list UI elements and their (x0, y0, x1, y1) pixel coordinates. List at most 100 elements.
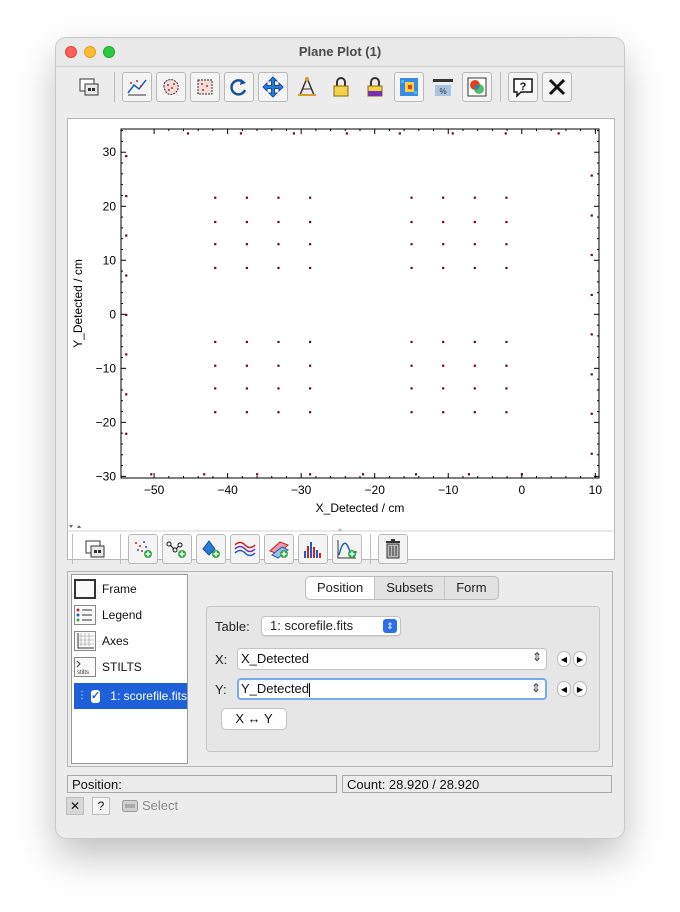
data-point (361, 473, 365, 476)
data-point (214, 364, 217, 367)
axis-lock-button[interactable] (122, 72, 152, 102)
data-point (442, 340, 445, 344)
add-line-layer-button[interactable] (162, 534, 192, 564)
subset-box-button[interactable] (190, 72, 220, 102)
data-point (467, 473, 471, 476)
data-point (410, 387, 413, 390)
layer-item-label: Frame (102, 582, 137, 596)
y-prev-button[interactable]: ◀ (557, 681, 571, 697)
data-point (308, 340, 312, 344)
pan-zoom-button[interactable] (258, 72, 288, 102)
data-point (473, 220, 476, 224)
density-color-button[interactable] (394, 72, 424, 102)
window-maximize-button[interactable] (103, 46, 115, 58)
chevron-updown-icon[interactable]: ⇕ (531, 650, 542, 664)
swap-xy-button[interactable]: X ↔ Y (221, 708, 287, 730)
data-point (150, 473, 153, 476)
tab-position[interactable]: Position (306, 577, 376, 599)
legend-button[interactable]: % (428, 72, 458, 102)
data-point (442, 387, 445, 390)
svg-text:%: % (439, 87, 446, 96)
window-close-button[interactable] (65, 46, 77, 58)
scatter-plot[interactable]: −50 −40 −30 −20 −10 0 10 −30 −20 −10 0 10 20 30 X_Dete… (68, 119, 614, 559)
legend-icon (74, 605, 96, 625)
layer-visible-checkbox[interactable]: ✓ (91, 689, 101, 703)
data-point (245, 196, 248, 199)
grid-button[interactable] (292, 72, 322, 102)
replot-button[interactable] (224, 72, 254, 102)
x-prev-button[interactable]: ◀ (557, 651, 571, 667)
prev-icon: ◀ (560, 685, 568, 694)
position-readout: Position: (67, 775, 337, 793)
plot-frame (120, 128, 600, 479)
help-icon: ? (513, 78, 533, 98)
y-axis-label: Y_Detected / cm (71, 259, 85, 348)
data-point (125, 194, 128, 198)
add-scatter-layer-icon (135, 541, 152, 558)
add-area-layer-icon (269, 541, 289, 559)
data-point (414, 473, 418, 476)
y-tick-label: 10 (103, 253, 117, 267)
y-next-button[interactable]: ▶ (573, 681, 587, 697)
new-window-layer-button[interactable] (80, 534, 110, 564)
data-point (245, 266, 248, 270)
new-window-button[interactable] (74, 72, 104, 102)
layer-item-scorefile[interactable]: ⋮ ✓ 1: scorefile.fits (74, 683, 187, 709)
help-button[interactable]: ? (508, 72, 538, 102)
tab-form[interactable]: Form (456, 580, 487, 595)
drag-handle-icon[interactable]: ⋮ (77, 690, 87, 701)
layer-item-frame[interactable]: Frame (74, 577, 186, 601)
help-small-button[interactable]: ? (92, 797, 110, 815)
toolbar-separator (500, 72, 501, 102)
x-tick-label: 10 (589, 483, 603, 497)
export-button[interactable] (462, 72, 492, 102)
data-point (590, 452, 593, 455)
data-point (473, 266, 476, 270)
subset-blob-button[interactable] (156, 72, 186, 102)
bottom-bar: ✕ ? Select (66, 797, 614, 817)
plot-area[interactable]: −50 −40 −30 −20 −10 0 10 −30 −20 −10 0 10 20 30 X_Dete… (67, 118, 615, 560)
add-scatter-layer-button[interactable] (128, 534, 158, 564)
delete-layer-icon (386, 539, 400, 559)
layer-item-axes[interactable]: Axes (74, 629, 186, 653)
data-point (473, 364, 476, 367)
data-point (505, 411, 508, 414)
panel-splitter[interactable] (67, 521, 613, 532)
table-select[interactable]: 1: scorefile.fits ⇕ (261, 616, 401, 636)
chevron-updown-icon[interactable]: ⇕ (530, 681, 541, 695)
data-point (277, 364, 280, 367)
add-function-layer-button[interactable] (332, 534, 362, 564)
x-column-field[interactable]: X_Detected ⇕ (237, 648, 547, 670)
add-function-layer-icon (337, 540, 357, 559)
delete-layer-button[interactable] (378, 534, 408, 564)
add-area-layer-button[interactable] (264, 534, 294, 564)
table-select-value: 1: scorefile.fits (270, 618, 354, 633)
data-point (214, 411, 217, 414)
layer-tabs: Position Subsets Form (305, 576, 499, 600)
y-label: Y: (215, 682, 227, 697)
cancel-button[interactable]: ✕ (66, 797, 84, 815)
lock-aux-color-button[interactable] (360, 72, 390, 102)
select-label[interactable]: Select (142, 798, 179, 813)
stilts-icon: stilts (74, 657, 96, 677)
x-next-button[interactable]: ▶ (573, 651, 587, 667)
y-column-field[interactable]: Y_Detected ⇕ (237, 678, 547, 700)
position-form: Table: 1: scorefile.fits ⇕ X: X_Detected… (206, 606, 600, 752)
lock-aux-button[interactable] (326, 72, 356, 102)
data-point (308, 387, 312, 390)
data-point (505, 196, 508, 199)
add-mark-layer-button[interactable] (196, 534, 226, 564)
close-window-button[interactable] (542, 72, 572, 102)
next-icon: ▶ (576, 685, 584, 694)
window-minimize-button[interactable] (84, 46, 96, 58)
export-icon (467, 77, 487, 97)
tab-subsets[interactable]: Subsets (375, 577, 446, 599)
layer-item-legend[interactable]: Legend (74, 603, 186, 627)
y-column-value: Y_Detected (241, 681, 309, 696)
add-histogram-layer-button[interactable] (298, 534, 328, 564)
toolbar-separator (114, 72, 115, 102)
add-contour-layer-button[interactable] (230, 534, 260, 564)
data-point (125, 274, 128, 277)
data-point (590, 412, 593, 415)
layer-item-stilts[interactable]: stilts STILTS (74, 655, 186, 679)
